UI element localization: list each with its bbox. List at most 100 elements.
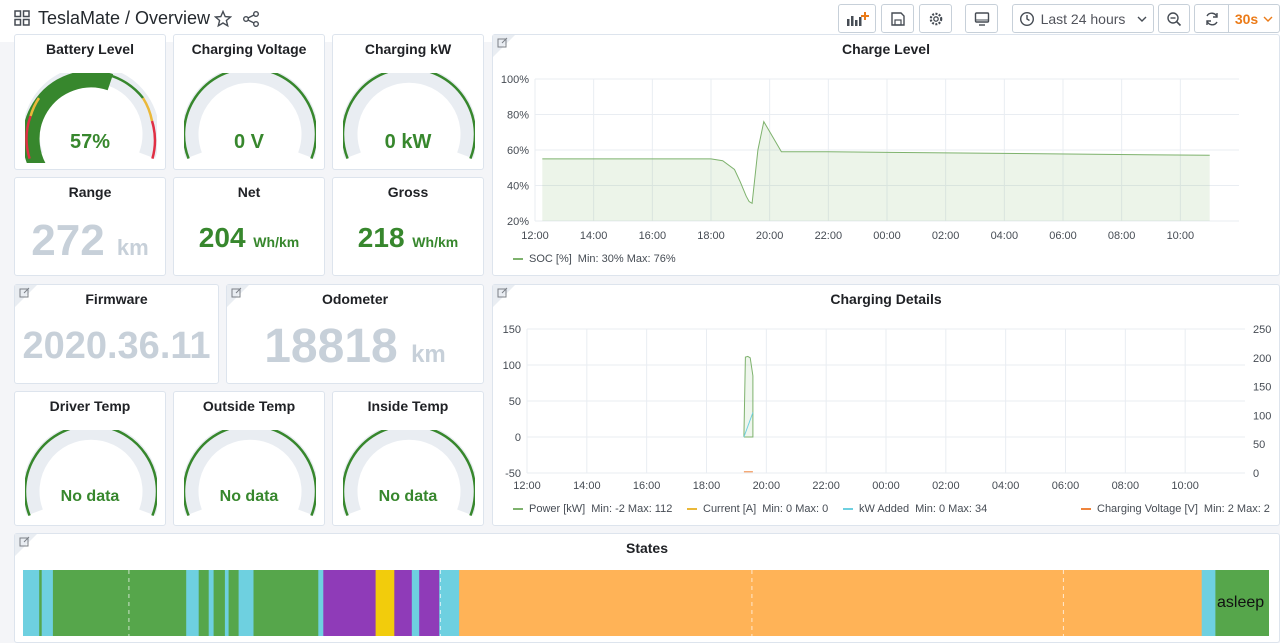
star-icon[interactable] bbox=[214, 10, 232, 28]
link-icon[interactable] bbox=[19, 536, 30, 547]
charging-voltage-gauge bbox=[184, 73, 316, 160]
soc-line bbox=[542, 120, 1210, 205]
inside-temp-gauge bbox=[343, 430, 475, 517]
state-segment bbox=[1215, 570, 1269, 636]
legend-swatch bbox=[1081, 508, 1091, 510]
gross-unit: Wh/km bbox=[412, 234, 459, 250]
save-dashboard-button[interactable] bbox=[881, 4, 914, 33]
x-tick-label: 04:00 bbox=[992, 480, 1020, 492]
settings-button[interactable] bbox=[919, 4, 952, 33]
x-tick-label: 22:00 bbox=[812, 480, 840, 492]
x-tick-label: 20:00 bbox=[753, 480, 781, 492]
panel-title: Odometer bbox=[321, 291, 389, 307]
panel-title: Firmware bbox=[85, 291, 148, 307]
soc-area bbox=[542, 121, 1210, 221]
net-unit: Wh/km bbox=[253, 234, 300, 250]
panel-title: Charge Level bbox=[842, 41, 930, 57]
y-tick-label: 80% bbox=[507, 110, 529, 122]
outside-temp-value: No data bbox=[219, 488, 279, 505]
zoom-out-icon bbox=[1167, 11, 1182, 26]
x-tick-label: 10:00 bbox=[1171, 480, 1199, 492]
legend-item[interactable]: Charging Voltage [V] Min: 2 Max: 2 bbox=[1081, 503, 1270, 515]
legend-swatch bbox=[513, 258, 523, 260]
link-icon[interactable] bbox=[231, 287, 242, 298]
y-left-tick-label: 0 bbox=[515, 432, 521, 444]
x-tick-label: 16:00 bbox=[633, 480, 661, 492]
state-segment bbox=[52, 570, 187, 636]
x-tick-label: 00:00 bbox=[872, 480, 900, 492]
refresh-button[interactable] bbox=[1194, 4, 1228, 33]
share-icon[interactable] bbox=[242, 10, 260, 28]
gear-icon bbox=[929, 12, 942, 25]
time-range-picker[interactable]: Last 24 hours bbox=[1012, 4, 1154, 33]
link-icon[interactable] bbox=[497, 37, 508, 48]
x-tick-label: 12:00 bbox=[513, 480, 541, 492]
battery-gauge-fill bbox=[25, 73, 114, 163]
range-number: 272 bbox=[31, 216, 105, 265]
panel-title: Driver Temp bbox=[49, 398, 131, 414]
legend-series-name: Charging Voltage [V] bbox=[1097, 503, 1198, 515]
link-icon[interactable] bbox=[497, 287, 508, 298]
inside-temp-value: No data bbox=[378, 488, 438, 505]
legend-series-name: Current [A] bbox=[703, 503, 757, 515]
chevron-down-icon bbox=[1137, 16, 1147, 22]
cycle-view-mode-button[interactable] bbox=[965, 4, 998, 33]
state-segment bbox=[198, 570, 210, 636]
state-segment bbox=[318, 570, 324, 636]
dashboard-title[interactable]: TeslaMate / Overview bbox=[38, 8, 211, 28]
driver-temp-value: No data bbox=[60, 488, 120, 505]
apps-grid-icon[interactable] bbox=[14, 10, 30, 26]
add-panel-button[interactable] bbox=[838, 4, 876, 33]
state-segment bbox=[323, 570, 377, 636]
legend-swatch bbox=[843, 508, 853, 510]
add-panel-icon bbox=[847, 11, 869, 26]
series-line bbox=[743, 355, 754, 438]
refresh-interval-picker[interactable]: 30s bbox=[1228, 4, 1280, 33]
panel-title: Battery Level bbox=[46, 41, 134, 57]
x-tick-label: 22:00 bbox=[815, 230, 843, 242]
state-segment bbox=[39, 570, 43, 636]
gross-value: 218 Wh/km bbox=[333, 222, 483, 254]
state-segment bbox=[375, 570, 395, 636]
x-tick-label: 14:00 bbox=[573, 480, 601, 492]
legend-item[interactable]: Power [kW] Min: -2 Max: 112 bbox=[513, 503, 672, 515]
legend-item[interactable]: SOC [%] Min: 30% Max: 76% bbox=[513, 253, 676, 265]
y-tick-label: 40% bbox=[507, 181, 529, 193]
state-segment bbox=[224, 570, 230, 636]
state-segment bbox=[41, 570, 54, 636]
x-tick-label: 06:00 bbox=[1052, 480, 1080, 492]
state-segment bbox=[1201, 570, 1216, 636]
y-left-tick-label: 100 bbox=[503, 360, 521, 372]
charging-kw-gauge bbox=[343, 73, 475, 160]
net-panel: Net 204 Wh/km bbox=[173, 177, 325, 276]
x-tick-label: 18:00 bbox=[697, 230, 725, 242]
legend-stats: Min: 0 Max: 0 bbox=[762, 503, 829, 515]
y-right-tick-label: 0 bbox=[1253, 468, 1259, 480]
clock-icon bbox=[1019, 11, 1034, 26]
net-number: 204 bbox=[198, 222, 246, 253]
link-icon[interactable] bbox=[19, 287, 30, 298]
range-unit: km bbox=[116, 235, 149, 260]
x-tick-label: 16:00 bbox=[639, 230, 667, 242]
panel-title: Inside Temp bbox=[367, 398, 449, 414]
outside-temp-panel: Outside Temp No data bbox=[173, 391, 325, 526]
time-range-label: Last 24 hours bbox=[1040, 10, 1126, 27]
y-right-tick-label: 150 bbox=[1253, 382, 1271, 394]
panel-title: States bbox=[625, 540, 669, 556]
legend-item[interactable]: Current [A] Min: 0 Max: 0 bbox=[687, 503, 828, 515]
y-left-tick-label: -50 bbox=[505, 468, 521, 480]
gross-panel: Gross 218 Wh/km bbox=[332, 177, 484, 276]
legend-series-name: kW Added bbox=[859, 503, 910, 515]
y-left-tick-label: 150 bbox=[503, 324, 521, 336]
range-panel: Range 272 km bbox=[14, 177, 166, 276]
battery-level-panel: Battery Level 57% bbox=[14, 34, 166, 170]
state-segment bbox=[459, 570, 1203, 636]
net-value: 204 Wh/km bbox=[174, 222, 324, 254]
zoom-out-button[interactable] bbox=[1158, 4, 1190, 33]
states-last-label: asleep bbox=[1217, 594, 1265, 611]
y-tick-label: 60% bbox=[507, 145, 529, 157]
x-tick-label: 14:00 bbox=[580, 230, 608, 242]
panel-title: Gross bbox=[387, 184, 429, 200]
legend-item[interactable]: kW Added Min: 0 Max: 34 bbox=[843, 503, 987, 515]
x-tick-label: 18:00 bbox=[693, 480, 721, 492]
